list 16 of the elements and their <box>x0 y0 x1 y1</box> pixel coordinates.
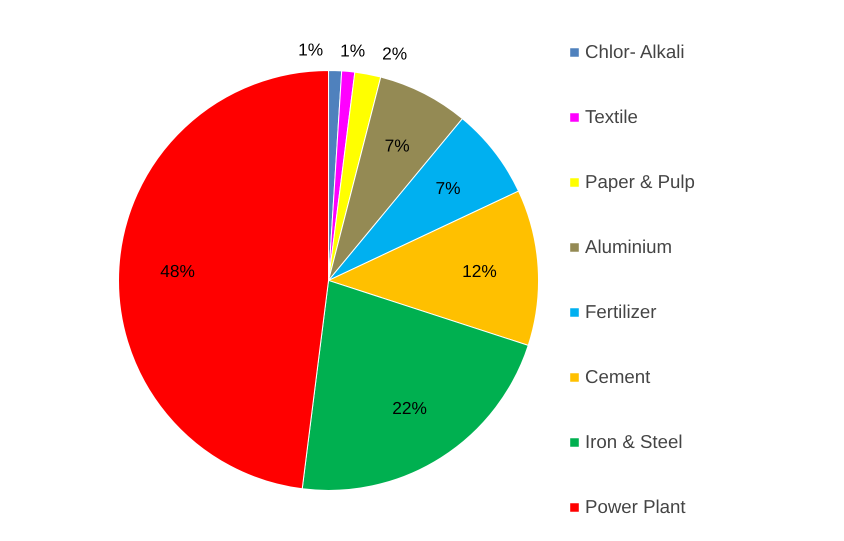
data-label: 1% <box>298 40 324 60</box>
legend-label: Fertilizer <box>585 300 657 324</box>
data-label: 2% <box>382 44 408 64</box>
data-label: 1% <box>340 40 366 60</box>
legend-label: Chlor- Alkali <box>585 40 685 64</box>
legend-label: Textile <box>585 104 638 128</box>
legend-label: Iron & Steel <box>585 430 682 454</box>
legend-label: Cement <box>585 364 650 388</box>
legend-label: Paper & Pulp <box>585 170 695 194</box>
data-label: 7% <box>384 136 410 156</box>
data-label: 12% <box>462 260 497 281</box>
data-label: 7% <box>435 178 461 198</box>
legend-label: Power Plant <box>585 494 686 518</box>
data-label: 48% <box>160 260 195 281</box>
legend-label: Aluminium <box>585 234 672 258</box>
data-label: 22% <box>392 398 427 418</box>
